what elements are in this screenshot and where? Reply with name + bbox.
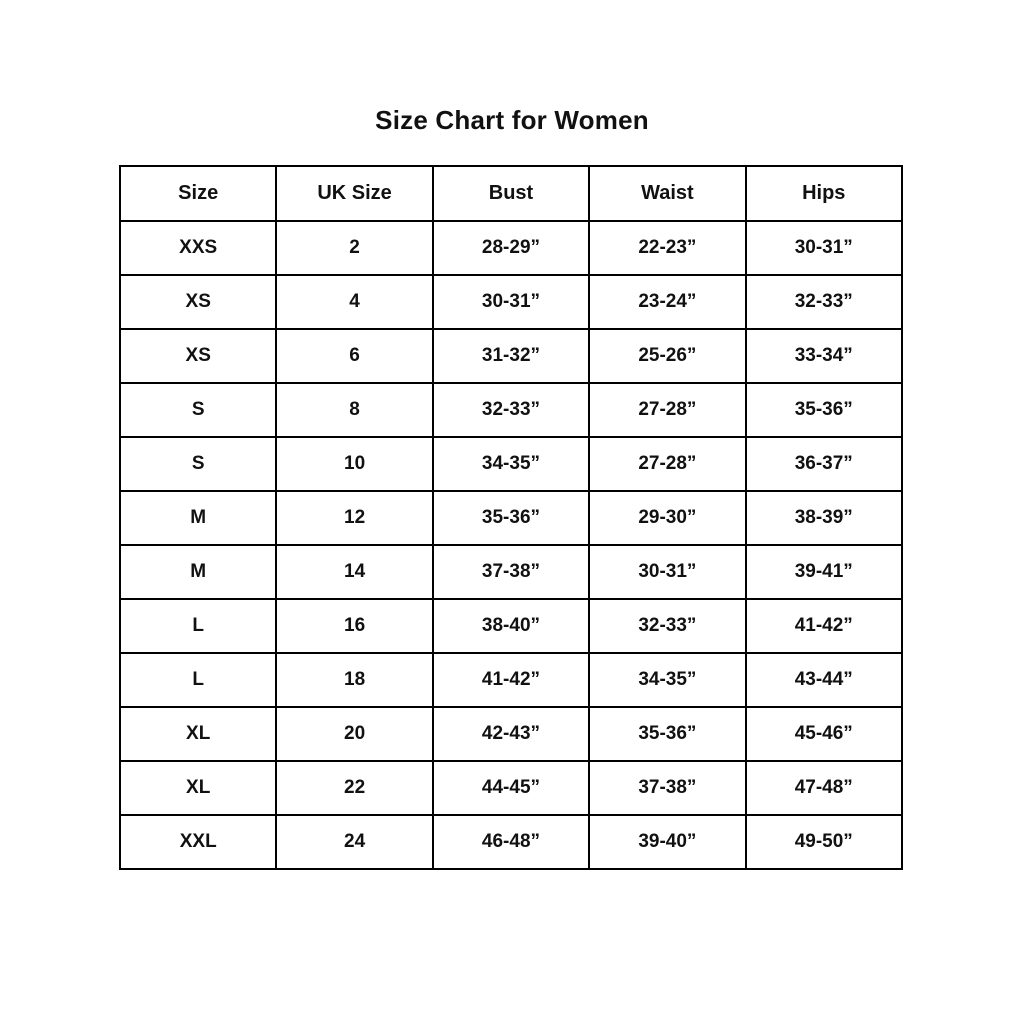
cell-uk-size: 18 xyxy=(275,652,434,708)
cell-uk-size: 22 xyxy=(275,760,434,816)
cell-bust: 38-40” xyxy=(431,598,591,654)
cell-size: S xyxy=(118,436,278,492)
cell-bust: 32-33” xyxy=(431,382,591,438)
table-row: S 8 32-33” 27-28” 35-36” xyxy=(118,382,903,438)
table-row: XXL 24 46-48” 39-40” 49-50” xyxy=(118,814,903,870)
column-header-waist: Waist xyxy=(588,165,747,222)
cell-uk-size: 4 xyxy=(275,274,434,330)
cell-bust: 41-42” xyxy=(431,652,591,708)
cell-uk-size: 10 xyxy=(275,436,434,492)
cell-bust: 28-29” xyxy=(431,220,591,276)
table-row: M 12 35-36” 29-30” 38-39” xyxy=(118,490,903,546)
column-header-size: Size xyxy=(118,165,278,222)
column-header-bust: Bust xyxy=(431,165,591,222)
cell-bust: 37-38” xyxy=(431,544,591,600)
cell-uk-size: 14 xyxy=(275,544,434,600)
cell-bust: 31-32” xyxy=(431,328,591,384)
cell-bust: 34-35” xyxy=(431,436,591,492)
cell-hips: 45-46” xyxy=(744,706,903,762)
cell-size: M xyxy=(118,490,278,546)
cell-hips: 39-41” xyxy=(744,544,903,600)
cell-waist: 22-23” xyxy=(588,220,747,276)
table-header-row: Size UK Size Bust Waist Hips xyxy=(118,165,903,222)
cell-size: XXL xyxy=(118,814,278,870)
cell-size: M xyxy=(118,544,278,600)
cell-bust: 46-48” xyxy=(431,814,591,870)
cell-uk-size: 8 xyxy=(275,382,434,438)
cell-size: XS xyxy=(118,274,278,330)
cell-hips: 33-34” xyxy=(744,328,903,384)
cell-hips: 38-39” xyxy=(744,490,903,546)
cell-hips: 43-44” xyxy=(744,652,903,708)
table-row: L 18 41-42” 34-35” 43-44” xyxy=(118,652,903,708)
column-header-uk-size: UK Size xyxy=(275,165,434,222)
cell-bust: 35-36” xyxy=(431,490,591,546)
cell-waist: 30-31” xyxy=(588,544,747,600)
table-row: XS 6 31-32” 25-26” 33-34” xyxy=(118,328,903,384)
size-table-container: Size UK Size Bust Waist Hips XXS 2 28-29… xyxy=(118,165,903,870)
cell-waist: 37-38” xyxy=(588,760,747,816)
size-chart-table: Size UK Size Bust Waist Hips XXS 2 28-29… xyxy=(118,165,903,870)
cell-uk-size: 24 xyxy=(275,814,434,870)
cell-bust: 30-31” xyxy=(431,274,591,330)
cell-size: XL xyxy=(118,760,278,816)
cell-bust: 44-45” xyxy=(431,760,591,816)
cell-hips: 35-36” xyxy=(744,382,903,438)
cell-hips: 47-48” xyxy=(744,760,903,816)
cell-uk-size: 6 xyxy=(275,328,434,384)
column-header-hips: Hips xyxy=(744,165,903,222)
table-body: XXS 2 28-29” 22-23” 30-31” XS 4 30-31” 2… xyxy=(118,220,903,870)
table-header: Size UK Size Bust Waist Hips xyxy=(118,165,903,222)
cell-size: L xyxy=(118,598,278,654)
cell-waist: 27-28” xyxy=(588,382,747,438)
cell-uk-size: 20 xyxy=(275,706,434,762)
cell-waist: 25-26” xyxy=(588,328,747,384)
cell-size: S xyxy=(118,382,278,438)
cell-hips: 36-37” xyxy=(744,436,903,492)
cell-hips: 41-42” xyxy=(744,598,903,654)
cell-waist: 23-24” xyxy=(588,274,747,330)
table-row: XXS 2 28-29” 22-23” 30-31” xyxy=(118,220,903,276)
cell-waist: 35-36” xyxy=(588,706,747,762)
table-row: L 16 38-40” 32-33” 41-42” xyxy=(118,598,903,654)
cell-hips: 32-33” xyxy=(744,274,903,330)
cell-waist: 34-35” xyxy=(588,652,747,708)
cell-size: L xyxy=(118,652,278,708)
cell-waist: 32-33” xyxy=(588,598,747,654)
cell-hips: 49-50” xyxy=(744,814,903,870)
page-title: Size Chart for Women xyxy=(375,105,649,135)
cell-waist: 27-28” xyxy=(588,436,747,492)
cell-bust: 42-43” xyxy=(431,706,591,762)
cell-size: XL xyxy=(118,706,278,762)
cell-size: XXS xyxy=(118,220,278,276)
cell-waist: 29-30” xyxy=(588,490,747,546)
table-row: XS 4 30-31” 23-24” 32-33” xyxy=(118,274,903,330)
cell-hips: 30-31” xyxy=(744,220,903,276)
table-row: XL 22 44-45” 37-38” 47-48” xyxy=(118,760,903,816)
table-row: XL 20 42-43” 35-36” 45-46” xyxy=(118,706,903,762)
cell-waist: 39-40” xyxy=(588,814,747,870)
table-row: M 14 37-38” 30-31” 39-41” xyxy=(118,544,903,600)
cell-uk-size: 12 xyxy=(275,490,434,546)
table-row: S 10 34-35” 27-28” 36-37” xyxy=(118,436,903,492)
cell-uk-size: 16 xyxy=(275,598,434,654)
cell-uk-size: 2 xyxy=(275,220,434,276)
cell-size: XS xyxy=(118,328,278,384)
